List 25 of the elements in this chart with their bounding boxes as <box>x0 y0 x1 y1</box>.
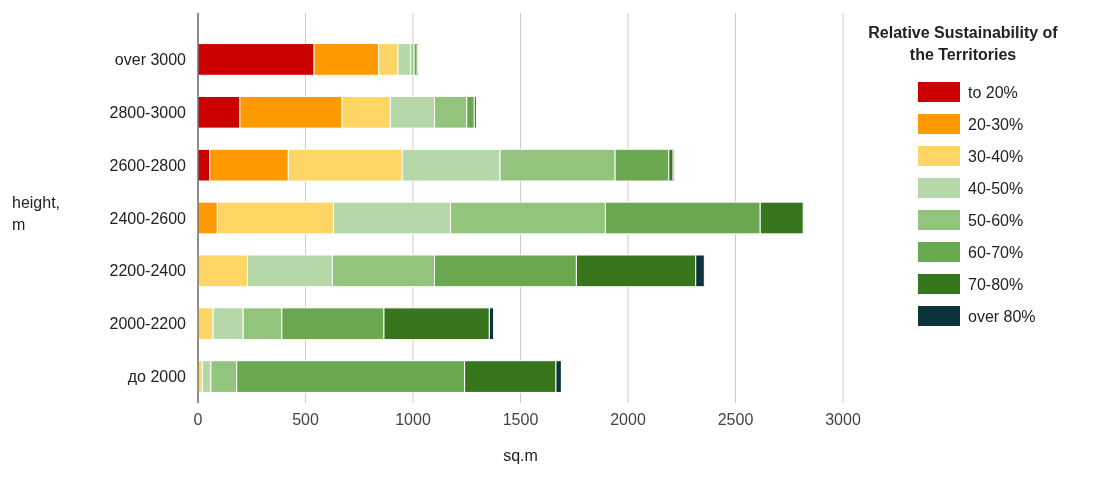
y-tick-label: до 2000 <box>127 368 187 386</box>
x-axis-title: sq.m <box>503 447 538 464</box>
legend-label: 60-70% <box>968 243 1024 261</box>
legend-label: over 80% <box>968 307 1036 325</box>
y-tick-label: 2200-2400 <box>109 262 187 280</box>
legend-label: to 20% <box>968 83 1018 101</box>
x-tick-label: 500 <box>292 411 319 428</box>
legend-label: 30-40% <box>968 147 1024 165</box>
x-tick-label: 3000 <box>825 411 861 428</box>
y-tick-label: 2800-3000 <box>109 103 187 121</box>
y-tick-label: 2600-2800 <box>109 156 187 174</box>
x-tick-label: 0 <box>193 411 203 428</box>
y-tick-label: over 3000 <box>114 51 187 69</box>
y-axis-title: height, m <box>12 194 61 234</box>
legend-label: 20-30% <box>968 115 1024 133</box>
legend-label: 50-60% <box>968 211 1024 229</box>
y-tick-label: 2400-2600 <box>109 209 187 227</box>
legend-label: 70-80% <box>968 275 1024 293</box>
legend-title: Relative Sustainability of the Territories <box>868 24 1059 64</box>
x-tick-label: 2000 <box>610 411 646 428</box>
x-tick-label: 2500 <box>717 411 754 428</box>
x-tick-label: 1500 <box>502 411 539 428</box>
legend-label: 40-50% <box>968 179 1024 197</box>
x-tick-label: 1000 <box>395 411 431 428</box>
y-tick-label: 2000-2200 <box>109 315 187 333</box>
